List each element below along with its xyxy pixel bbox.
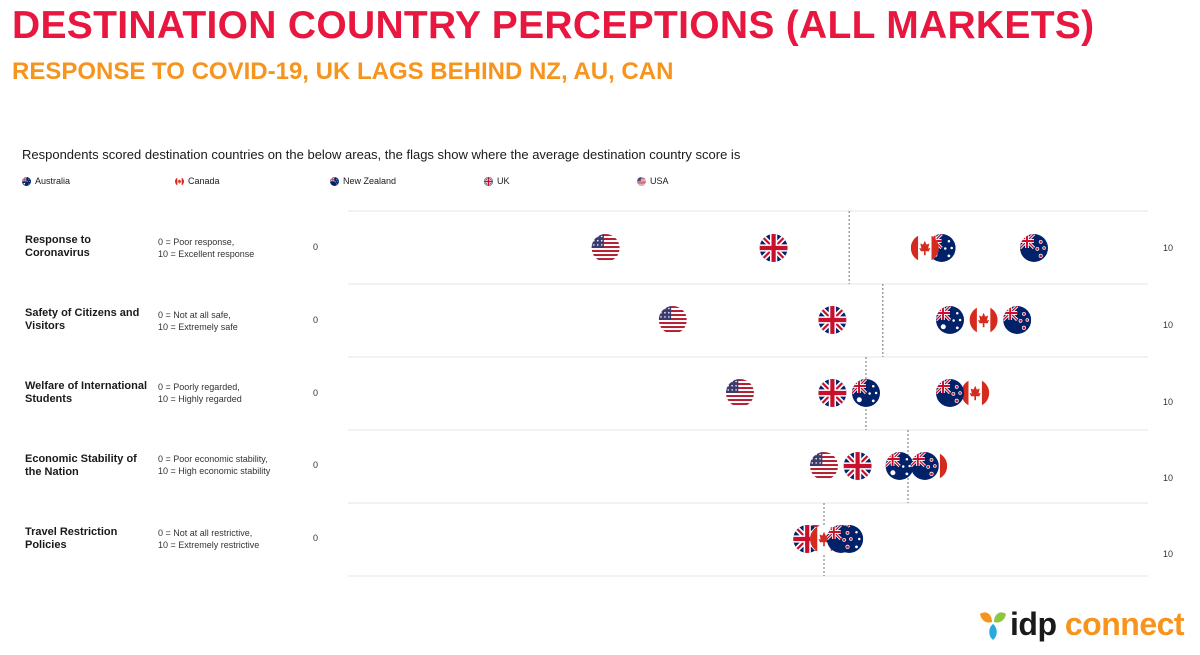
canada-flag-icon	[175, 176, 184, 186]
row-max-value: 10	[1163, 549, 1174, 559]
row-max-value: 10	[1163, 397, 1174, 407]
chart-intro-text: Respondents scored destination countries…	[22, 147, 741, 162]
legend-item-australia: Australia	[22, 176, 70, 186]
new-zealand-flag-marker	[826, 525, 855, 553]
legend-label: Australia	[35, 176, 71, 186]
legend-label: UK	[497, 176, 510, 186]
row-max-value: 10	[1163, 243, 1174, 253]
canada-flag-marker	[910, 234, 939, 262]
row-label-welfare: Welfare of International Students	[25, 380, 148, 405]
chart-legend: Australia Canada New Zealand UK USA	[22, 176, 822, 190]
legend-label: USA	[650, 176, 669, 186]
legend-item-uk: UK	[484, 176, 510, 186]
page-subtitle: RESPONSE TO COVID-19, UK LAGS BEHIND NZ,…	[12, 58, 674, 85]
new-zealand-flag-marker	[1003, 306, 1032, 334]
row-scale-desc: 0 = Not at all safe, 10 = Extremely safe	[158, 310, 238, 332]
idp-connect-logo: idp connect	[976, 606, 1185, 643]
usa-flag-marker	[726, 379, 754, 407]
uk-flag-marker	[818, 379, 847, 407]
usa-flag-icon	[637, 176, 646, 186]
australia-flag-marker	[885, 452, 914, 480]
usa-flag-marker	[810, 452, 838, 480]
row-label-economic: Economic Stability of the Nation	[25, 453, 137, 478]
legend-label: New Zealand	[343, 176, 397, 186]
idp-logo-icon	[980, 611, 1006, 640]
legend-item-new-zealand: New Zealand	[330, 176, 396, 186]
australia-flag-marker	[936, 306, 964, 334]
uk-flag-marker	[843, 452, 872, 480]
usa-flag-marker	[591, 234, 620, 262]
row-max-value: 10	[1163, 473, 1174, 483]
row-min-value: 0	[313, 533, 319, 543]
row-min-value: 0	[313, 315, 319, 325]
row-min-value: 0	[313, 388, 319, 398]
uk-flag-icon	[484, 176, 493, 186]
new-zealand-flag-marker	[910, 452, 939, 480]
legend-item-canada: Canada	[175, 176, 220, 186]
row-scale-desc: 0 = Not at all restrictive, 10 = Extremel…	[158, 528, 260, 550]
new-zealand-flag-icon	[330, 176, 339, 186]
row-scale-desc: 0 = Poor economic stability, 10 = High ec…	[158, 454, 271, 476]
australia-flag-icon	[22, 176, 31, 186]
australia-flag-marker	[852, 379, 880, 407]
new-zealand-flag-marker	[1020, 234, 1048, 262]
row-label-response: Response to Coronavirus	[25, 234, 92, 259]
legend-item-usa: USA	[637, 176, 669, 186]
uk-flag-marker	[759, 234, 788, 262]
new-zealand-flag-marker	[936, 379, 964, 407]
canada-flag-marker	[969, 306, 998, 334]
row-scale-desc: 0 = Poorly regarded, 10 = Highly regarded	[158, 382, 242, 404]
uk-flag-marker	[818, 306, 847, 334]
row-max-value: 10	[1163, 320, 1174, 330]
row-label-safety: Safety of Citizens and Visitors	[25, 307, 140, 332]
row-min-value: 0	[313, 242, 319, 252]
page-title: DESTINATION COUNTRY PERCEPTIONS (ALL MAR…	[12, 4, 1095, 47]
row-min-value: 0	[313, 460, 319, 470]
row-scale-desc: 0 = Poor response, 10 = Excellent respons…	[158, 237, 255, 259]
idp-connect-wordmark: idp connect	[1010, 606, 1185, 642]
legend-label: Canada	[188, 176, 220, 186]
usa-flag-marker	[658, 306, 687, 334]
canada-flag-marker	[961, 379, 990, 407]
row-label-travel: Travel Restriction Policies	[25, 526, 118, 551]
